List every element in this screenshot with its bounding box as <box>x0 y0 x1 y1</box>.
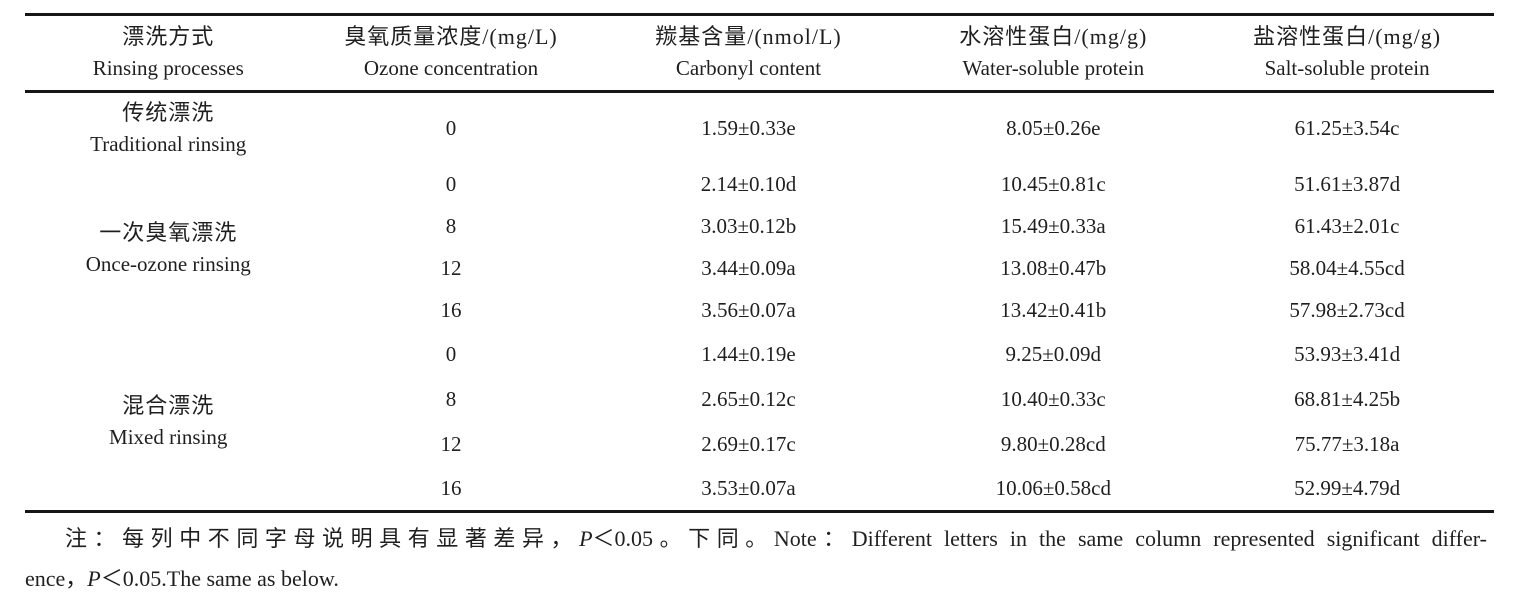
col-header-salt-soluble-protein: 盐溶性蛋白/(mg/g) Salt-soluble protein <box>1200 15 1494 92</box>
water-protein-value: 13.42±0.41b <box>1000 298 1107 322</box>
group-mixed-rinsing: 混合漂洗 Mixed rinsing 0 1.44±0.19e 9.25±0.0… <box>25 332 1494 512</box>
water-protein-value: 10.06±0.58cd <box>995 475 1111 500</box>
note-p-symbol: P <box>579 526 593 551</box>
note-line-1: 注：每列中不同字母说明具有显著差异，P＜0.05。下同。Note：Differe… <box>25 519 1487 559</box>
table-header: 漂洗方式 Rinsing processes 臭氧质量浓度/(mg/L) Ozo… <box>25 15 1494 92</box>
carbonyl-value: 3.56±0.07a <box>701 298 796 322</box>
ozone-value: 16 <box>440 475 462 500</box>
header-zh: 水溶性蛋白/(mg/g) <box>959 24 1148 49</box>
note-p-symbol: P <box>87 566 101 591</box>
water-protein-value: 9.25±0.09d <box>1005 341 1102 366</box>
header-zh: 盐溶性蛋白/(mg/g) <box>1253 24 1442 49</box>
salt-protein-value: 53.93±3.41d <box>1294 341 1401 366</box>
note-text: ＜0.05.The same as below. <box>100 566 339 591</box>
col-header-ozone-concentration: 臭氧质量浓度/(mg/L) Ozone concentration <box>311 15 590 92</box>
header-en: Rinsing processes <box>92 56 244 80</box>
carbonyl-value: 1.59±0.33e <box>701 115 796 140</box>
table-row: 一次臭氧漂洗 Once-ozone rinsing 0 2.14±0.10d 1… <box>25 164 1494 276</box>
process-label-zh: 传统漂洗 <box>122 100 215 126</box>
salt-protein-value: 75.77±3.18a <box>1294 431 1400 456</box>
table-row: 12 2.69±0.17c 9.80±0.28cd 75.77±3.18a <box>25 422 1494 467</box>
ozone-value: 0 <box>445 115 457 140</box>
carbonyl-value: 3.03±0.12b <box>700 214 797 238</box>
salt-protein-value: 68.81±4.25b <box>1294 386 1401 411</box>
col-header-rinsing-processes: 漂洗方式 Rinsing processes <box>25 15 311 92</box>
salt-protein-value: 51.61±3.87d <box>1294 172 1401 196</box>
header-en: Salt-soluble protein <box>1264 56 1430 80</box>
col-header-carbonyl-content: 羰基含量/(nmol/L) Carbonyl content <box>591 15 907 92</box>
salt-protein-value: 58.04±4.55cd <box>1289 256 1405 280</box>
note-text: ＜0.05。下同。Note：Different letters in the s… <box>592 526 1487 551</box>
process-label-zh: 混合漂洗 <box>122 392 215 418</box>
carbonyl-value: 2.69±0.17c <box>701 431 796 456</box>
group-once-ozone-rinsing: 一次臭氧漂洗 Once-ozone rinsing 0 2.14±0.10d 1… <box>25 164 1494 332</box>
process-label-en: Traditional rinsing <box>90 132 247 157</box>
ozone-value: 12 <box>440 431 462 456</box>
ozone-value: 8 <box>445 386 457 411</box>
ozone-value: 8 <box>445 214 457 238</box>
rinsing-process-table: 漂洗方式 Rinsing processes 臭氧质量浓度/(mg/L) Ozo… <box>25 13 1494 513</box>
table-row: 8 3.03±0.12b 15.49±0.33a 61.43±2.01c <box>25 206 1494 248</box>
process-label: 一次臭氧漂洗 Once-ozone rinsing <box>25 164 311 332</box>
table-row: 16 3.53±0.07a 10.06±0.58cd 52.99±4.79d <box>25 467 1494 512</box>
header-zh: 臭氧质量浓度/(mg/L) <box>344 24 558 49</box>
process-label-en: Mixed rinsing <box>109 424 228 449</box>
salt-protein-value: 61.25±3.54c <box>1294 115 1400 140</box>
water-protein-value: 13.08±0.47b <box>1000 256 1107 280</box>
carbonyl-value: 3.53±0.07a <box>701 475 796 500</box>
table-row: 传统漂洗 Traditional rinsing 0 1.59±0.33e 8.… <box>25 92 1494 164</box>
note-text: 注：每列中不同字母说明具有显著差异， <box>65 526 580 551</box>
ozone-value: 0 <box>445 341 457 366</box>
table-row: 混合漂洗 Mixed rinsing 0 1.44±0.19e 9.25±0.0… <box>25 332 1494 449</box>
ozone-value: 12 <box>440 256 462 280</box>
water-protein-value: 9.80±0.28cd <box>1000 431 1106 456</box>
process-label: 混合漂洗 Mixed rinsing <box>25 332 311 512</box>
carbonyl-value: 1.44±0.19e <box>701 341 796 366</box>
carbonyl-value: 2.14±0.10d <box>700 172 797 196</box>
process-label-zh: 一次臭氧漂洗 <box>99 219 238 245</box>
table-row: 12 3.44±0.09a 13.08±0.47b 58.04±4.55cd <box>25 248 1494 290</box>
water-protein-value: 10.45±0.81c <box>1000 172 1106 196</box>
header-row: 漂洗方式 Rinsing processes 臭氧质量浓度/(mg/L) Ozo… <box>25 15 1494 92</box>
table-row: 8 2.65±0.12c 10.40±0.33c 68.81±4.25b <box>25 377 1494 422</box>
note-line-2: ence，P＜0.05.The same as below. <box>25 559 1487 597</box>
salt-protein-value: 57.98±2.73cd <box>1289 298 1405 322</box>
process-label-en: Once-ozone rinsing <box>85 251 251 276</box>
ozone-value: 0 <box>445 172 457 196</box>
group-traditional-rinsing: 传统漂洗 Traditional rinsing 0 1.59±0.33e 8.… <box>25 92 1494 164</box>
table-note: 注：每列中不同字母说明具有显著差异，P＜0.05。下同。Note：Differe… <box>25 519 1487 597</box>
carbonyl-value: 2.65±0.12c <box>701 386 796 411</box>
header-zh: 漂洗方式 <box>122 24 215 49</box>
water-protein-value: 10.40±0.33c <box>1000 386 1106 411</box>
salt-protein-value: 52.99±4.79d <box>1294 475 1401 500</box>
water-protein-value: 15.49±0.33a <box>1000 214 1106 238</box>
water-protein-value: 8.05±0.26e <box>1006 115 1101 140</box>
process-label: 传统漂洗 Traditional rinsing <box>25 92 311 164</box>
header-zh: 羰基含量/(nmol/L) <box>655 24 842 49</box>
salt-protein-value: 61.43±2.01c <box>1294 214 1400 238</box>
note-text: ence， <box>25 566 88 591</box>
header-en: Water-soluble protein <box>962 56 1145 80</box>
ozone-value: 16 <box>440 298 462 322</box>
header-en: Carbonyl content <box>675 56 822 80</box>
table-row: 16 3.56±0.07a 13.42±0.41b 57.98±2.73cd <box>25 290 1494 332</box>
header-en: Ozone concentration <box>363 56 539 80</box>
carbonyl-value: 3.44±0.09a <box>701 256 796 280</box>
col-header-water-soluble-protein: 水溶性蛋白/(mg/g) Water-soluble protein <box>906 15 1200 92</box>
